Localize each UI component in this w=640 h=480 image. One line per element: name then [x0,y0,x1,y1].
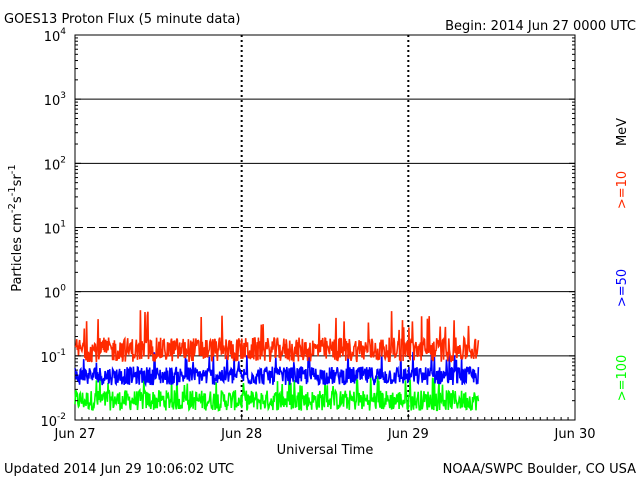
y-axis-label: Particles cm-2s-1sr-1 [7,164,25,292]
updated-label: Updated 2014 Jun 29 10:06:02 UTC [4,462,234,477]
legend: MeV >=10 >=50 >=100 [615,118,630,401]
legend-entry: >=10 [615,171,630,209]
begin-label: Begin: 2014 Jun 27 0000 UTC [445,19,636,34]
y-tick-label: 100 [44,284,67,302]
x-tick-label: Jun 27 [54,427,96,442]
y-axis: 10-2 10-1 100 101 102 103 104 [40,27,575,430]
series-line-ge100 [74,375,480,412]
legend-entry: >=100 [615,355,630,402]
y-tick-label: 103 [44,91,66,109]
chart-title: GOES13 Proton Flux (5 minute data) [4,12,240,27]
grid [75,35,575,420]
x-tick-label: Jun 29 [387,427,429,442]
x-tick-label: Jun 28 [220,427,262,442]
x-axis-label: Universal Time [277,443,374,458]
y-tick-label: 101 [44,220,66,238]
credit-label: NOAA/SWPC Boulder, CO USA [443,462,636,477]
x-axis: Jun 27 Jun 28 Jun 29 Jun 30 [54,414,596,442]
legend-unit: MeV [615,118,630,146]
y-tick-label: 10-1 [40,348,66,366]
legend-entry: >=50 [615,269,630,307]
series-layer [74,310,480,412]
x-tick-label: Jun 30 [554,427,596,442]
series-line-ge50 [74,351,480,388]
y-tick-label: 104 [44,27,67,45]
series-line-ge10 [74,310,480,363]
y-tick-label: 10-2 [40,412,66,430]
y-tick-label: 102 [44,155,66,173]
